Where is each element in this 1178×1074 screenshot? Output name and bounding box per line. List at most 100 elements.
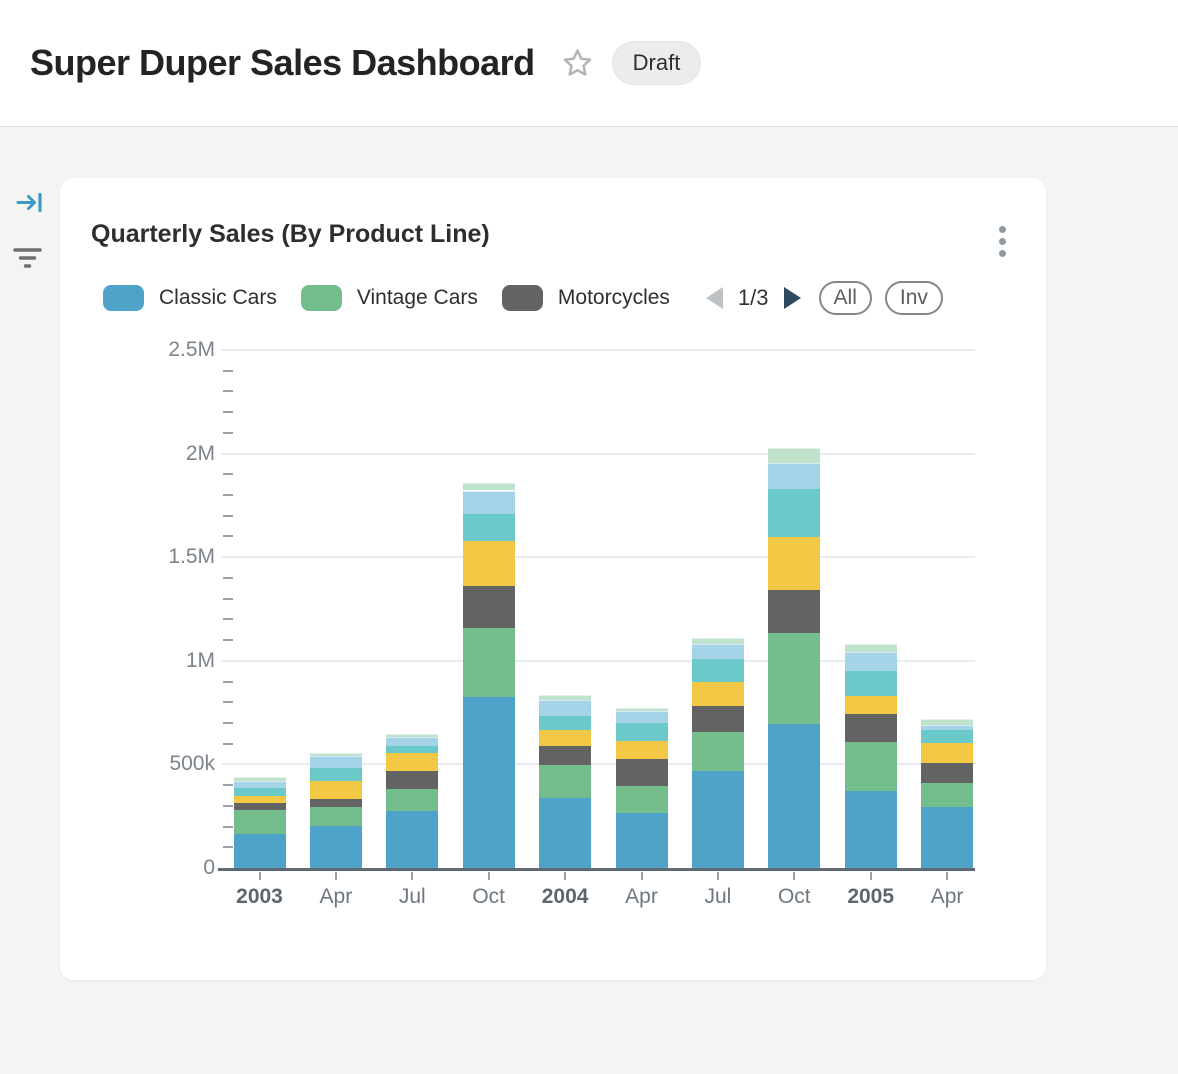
next-page-icon[interactable] [783, 287, 801, 309]
bar-segment[interactable] [844, 651, 897, 671]
collapse-panel-icon[interactable] [15, 189, 44, 216]
bar-segment[interactable] [615, 812, 668, 868]
bar-segment[interactable] [233, 803, 286, 810]
bar-segment[interactable] [768, 536, 821, 591]
bar-segment[interactable] [768, 489, 821, 537]
bar-segment[interactable] [539, 694, 592, 700]
bar-segment[interactable] [233, 833, 286, 868]
legend-label: Motorcycles [557, 286, 670, 309]
bar-segment[interactable] [539, 729, 592, 747]
bar-segment[interactable] [309, 799, 362, 808]
legend-item-vintage-cars[interactable]: Vintage Cars [300, 285, 478, 311]
bar-segment[interactable] [768, 462, 821, 490]
bar-segment[interactable] [921, 762, 974, 783]
bar-segment[interactable] [921, 724, 974, 731]
bar-segment[interactable] [615, 786, 668, 813]
bar-segment[interactable] [768, 447, 821, 463]
bar-segment[interactable] [386, 771, 439, 790]
bar-segment[interactable] [768, 590, 821, 634]
legend-item-motorcycles[interactable]: Motorcycles [501, 285, 670, 311]
bar-2003-0[interactable] [233, 350, 286, 868]
bar-segment[interactable] [386, 737, 439, 747]
bar-segment[interactable] [309, 780, 362, 800]
bar-segment[interactable] [462, 540, 515, 586]
legend-item-classic-cars[interactable]: Classic Cars [103, 285, 277, 311]
favorite-button[interactable] [561, 47, 594, 80]
bar-apr-9[interactable] [921, 350, 974, 868]
bar-segment[interactable] [844, 791, 897, 868]
bar-segment[interactable] [615, 722, 668, 742]
bar-segment[interactable] [921, 806, 974, 868]
bar-2004-4[interactable] [539, 350, 592, 868]
bar-segment[interactable] [386, 733, 439, 738]
bar-segment[interactable] [462, 483, 515, 491]
bar-segment[interactable] [309, 825, 362, 868]
bar-segment[interactable] [844, 742, 897, 792]
bar-segment[interactable] [462, 490, 515, 514]
chart-legend: Classic Cars Vintage Cars Motorcycles 1/… [103, 281, 943, 315]
bar-segment[interactable] [615, 759, 668, 787]
bar-segment[interactable] [844, 644, 897, 652]
bar-apr-5[interactable] [615, 350, 668, 868]
bar-segment[interactable] [386, 789, 439, 811]
bar-segment[interactable] [309, 767, 362, 781]
bar-segment[interactable] [615, 711, 668, 723]
bar-segment[interactable] [691, 731, 744, 772]
bar-segment[interactable] [309, 807, 362, 826]
bar-segment[interactable] [539, 764, 592, 798]
bar-segment[interactable] [615, 708, 668, 712]
bar-segment[interactable] [309, 755, 362, 768]
bar-segment[interactable] [386, 810, 439, 868]
bar-segment[interactable] [233, 795, 286, 804]
bar-segment[interactable] [768, 724, 821, 868]
bar-segment[interactable] [921, 782, 974, 807]
kebab-menu-icon[interactable] [995, 222, 1010, 261]
bar-segment[interactable] [921, 730, 974, 744]
legend-invert-button[interactable]: Inv [884, 281, 943, 315]
bar-segment[interactable] [233, 777, 286, 781]
bar-segment[interactable] [691, 659, 744, 682]
bar-segment[interactable] [768, 633, 821, 725]
bar-segment[interactable] [691, 638, 744, 645]
bar-segment[interactable] [539, 746, 592, 765]
bar-segment[interactable] [921, 719, 974, 725]
bar-segment[interactable] [386, 746, 439, 754]
bar-segment[interactable] [615, 741, 668, 760]
bar-segment[interactable] [539, 797, 592, 868]
bar-oct-7[interactable] [768, 350, 821, 868]
bar-segment[interactable] [539, 699, 592, 717]
bar-segment[interactable] [844, 696, 897, 715]
bar-segment[interactable] [386, 753, 439, 772]
bar-segment[interactable] [921, 743, 974, 763]
bar-segment[interactable] [691, 705, 744, 732]
bar-segment[interactable] [309, 752, 362, 756]
bar-segment[interactable] [462, 513, 515, 541]
bar-segment[interactable] [462, 697, 515, 868]
bar-segment[interactable] [844, 714, 897, 743]
gridline [222, 763, 975, 766]
x-axis-label: Jul [704, 885, 732, 908]
prev-page-icon[interactable] [705, 287, 723, 309]
bar-segment[interactable] [691, 771, 744, 868]
x-axis-label: Apr [625, 885, 658, 908]
bar-segment[interactable] [462, 585, 515, 628]
status-badge[interactable]: Draft [611, 41, 702, 85]
bar-segment[interactable] [539, 716, 592, 730]
x-axis-label: Jul [398, 885, 426, 908]
bar-segment[interactable] [233, 787, 286, 796]
bar-segment[interactable] [844, 670, 897, 697]
bar-segment[interactable] [462, 627, 515, 698]
bar-segment[interactable] [691, 681, 744, 706]
bar-jul-2[interactable] [386, 350, 439, 868]
filter-icon[interactable] [12, 245, 43, 272]
legend-select-all-button[interactable]: All [818, 281, 872, 315]
bar-segment[interactable] [233, 810, 286, 834]
bar-2005-8[interactable] [844, 350, 897, 868]
bar-apr-1[interactable] [309, 350, 362, 868]
x-axis-label: Apr [319, 885, 353, 908]
y-axis-minor-tick [223, 680, 233, 683]
bar-segment[interactable] [233, 780, 286, 788]
bar-segment[interactable] [691, 644, 744, 660]
bar-jul-6[interactable] [691, 350, 744, 868]
bar-oct-3[interactable] [462, 350, 515, 868]
